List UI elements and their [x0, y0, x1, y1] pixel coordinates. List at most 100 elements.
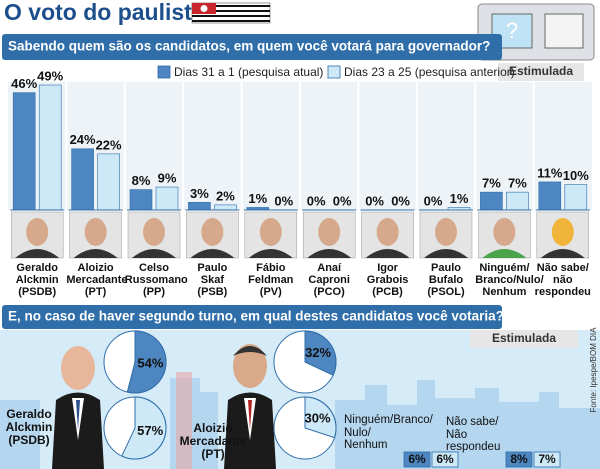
value-label: 0%: [365, 193, 384, 208]
category-label: Ninguém/ Branco/Nulo/ Nenhum: [475, 262, 544, 298]
source: Fonte: Ipespe/BOM DIA: [589, 327, 598, 413]
value-label: 0%: [391, 193, 410, 208]
bar: [214, 204, 237, 211]
category-label: Celso Russomano (PP): [124, 262, 188, 298]
value-label: 1%: [450, 191, 469, 206]
portrait-body: [540, 249, 585, 258]
value-label: 32%: [305, 345, 331, 360]
value-label: 10%: [563, 168, 589, 183]
flag-icon: [191, 2, 271, 24]
portrait-head: [26, 218, 49, 246]
value-label: 54%: [137, 355, 163, 370]
value-label: 3%: [190, 186, 209, 201]
legend-swatch: [327, 65, 341, 79]
value-label: 8%: [510, 452, 528, 466]
value-label: 0%: [274, 193, 293, 208]
question-bar: [2, 305, 502, 329]
note: Estimulada: [492, 331, 556, 345]
value-label: 0%: [333, 193, 352, 208]
value-label: 22%: [96, 137, 122, 152]
portrait-body: [424, 249, 468, 258]
portrait-body: [15, 249, 60, 258]
category-label: Geraldo Alckmin (PSDB): [5, 407, 53, 447]
value-label: 24%: [70, 132, 96, 147]
note: Estimulada: [509, 64, 573, 78]
portrait-head: [201, 218, 224, 246]
category-label: Aloizio Mercadante (PT): [66, 262, 128, 298]
bar: [506, 191, 529, 211]
candidate-figure: [224, 344, 276, 469]
portrait-head: [376, 218, 399, 246]
value-label: 7%: [482, 176, 501, 191]
value-label: 2%: [216, 188, 235, 203]
pie-slice: [126, 330, 167, 394]
portrait-body: [365, 249, 410, 258]
value-label: 6%: [436, 452, 454, 466]
bar: [538, 181, 562, 211]
ballot-box-icon: ?: [477, 3, 595, 61]
note-box: [498, 63, 584, 81]
value-label: 7%: [508, 176, 527, 191]
portrait-head: [143, 218, 165, 246]
pie-slice: [304, 396, 337, 439]
portrait-body: [307, 249, 352, 258]
bar: [12, 92, 36, 211]
portrait-body: [190, 249, 235, 258]
bar: [71, 148, 94, 211]
portrait-body: [132, 249, 176, 258]
portrait-head: [318, 218, 341, 246]
svg-text:?: ?: [506, 18, 518, 43]
legend-box: [505, 451, 533, 468]
building-accent: [176, 372, 192, 469]
portrait-body: [73, 249, 118, 258]
question-bar: [2, 34, 502, 60]
bar: [564, 184, 588, 211]
legend-label: Dias 31 a 1 (pesquisa atual): [174, 65, 323, 79]
bar: [97, 153, 120, 211]
value-label: 30%: [305, 410, 331, 425]
question: Sabendo quem são os candidatos, em quem …: [8, 39, 490, 54]
value-label: 8%: [132, 173, 151, 188]
category-label: Não sabe/ Não respondeu: [446, 416, 501, 453]
value-label: 6%: [408, 452, 426, 466]
portrait-head: [551, 218, 574, 246]
category-label: Não sabe/ não respondeu: [534, 262, 591, 298]
category-label: Anaí Caproni (PCO): [308, 262, 350, 298]
bar: [480, 191, 503, 211]
category-label: Paulo Bufalo (PSOL): [427, 262, 465, 298]
category-label: Aloizio Mercadante (PT): [179, 421, 247, 461]
category-label: Fábio Feldman (PV): [248, 262, 294, 298]
bar: [188, 202, 211, 211]
value-label: 11%: [537, 165, 563, 180]
pie-slice: [304, 330, 337, 376]
value-label: 7%: [538, 452, 556, 466]
legend-swatch: [157, 65, 171, 79]
page-title: O voto do paulista: [4, 0, 205, 25]
value-label: 0%: [424, 193, 443, 208]
portrait-body: [248, 249, 293, 258]
pie-slice: [121, 396, 167, 460]
category-label: Geraldo Alckmin (PSDB): [15, 262, 59, 298]
bar: [38, 84, 62, 211]
legend-box: [431, 451, 459, 468]
legend-box: [533, 451, 561, 468]
category-label: Ninguém/Branco/ Nulo/ Nenhum: [344, 414, 433, 451]
value-label: 46%: [11, 76, 37, 91]
legend-box: [403, 451, 431, 468]
value-label: 9%: [158, 170, 177, 185]
note-box: [470, 330, 578, 348]
category-label: Paulo Skaf (PSB): [197, 262, 228, 298]
legend-label: Dias 23 a 25 (pesquisa anterior): [344, 65, 515, 79]
portrait-head: [435, 218, 457, 246]
value-label: 49%: [37, 68, 63, 83]
question: E, no caso de haver segundo turno, em qu…: [8, 309, 504, 324]
portrait-head: [259, 218, 282, 246]
portrait-body: [482, 249, 527, 258]
bar: [155, 186, 179, 211]
category-label: Igor Grabois (PCB): [366, 262, 409, 298]
value-label: 57%: [137, 423, 163, 438]
bar: [129, 189, 153, 211]
portrait-head: [84, 218, 107, 246]
